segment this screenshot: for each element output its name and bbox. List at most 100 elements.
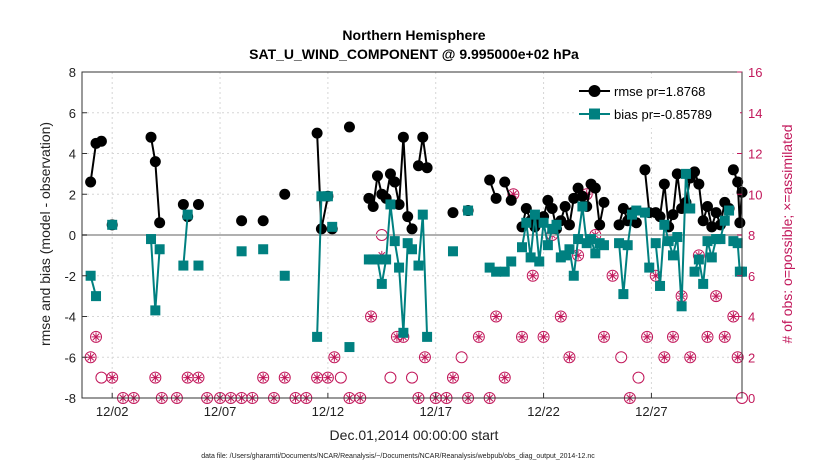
y-right-tick-label: 12: [748, 147, 762, 162]
rmse-point: [732, 176, 744, 188]
y-tick-label: 0: [69, 228, 76, 243]
y-tick-label: 4: [69, 147, 76, 162]
x-tick-label: 12/17: [419, 404, 452, 419]
y-right-tick-label: 16: [748, 65, 762, 80]
rmse-point: [412, 160, 424, 172]
rmse-point: [154, 217, 166, 229]
bias-point: [672, 232, 683, 243]
obs-possible-marker: [498, 371, 511, 384]
ticks: 12/02 12/07 12/12 12/17 12/22 12/27 -8 -6 -4 -2 0 2…: [64, 65, 762, 419]
rmse-point: [499, 176, 511, 188]
bias-point: [463, 205, 474, 216]
bias-point: [614, 238, 625, 249]
obs-possible-marker: [192, 371, 205, 384]
bias-point: [107, 219, 118, 230]
bias-point: [702, 236, 713, 247]
obs-assimilated-marker: [366, 312, 376, 321]
obs-possible-marker: [641, 330, 654, 343]
obs-assimilated-marker: [651, 271, 661, 281]
bias-point: [644, 262, 655, 273]
rmse-point: [315, 223, 327, 235]
bias-series-line: [643, 212, 651, 268]
obs-assimilated-marker: [642, 332, 652, 342]
obs-assimilated-marker: [183, 373, 193, 383]
y-right-tick-label: 10: [748, 187, 762, 202]
obs-possible-marker: [278, 371, 291, 384]
rmse-point: [697, 215, 709, 227]
rmse-point: [630, 217, 642, 229]
bias-point: [279, 270, 290, 281]
bias-point: [193, 260, 204, 271]
x-tick-label: 12/22: [527, 404, 560, 419]
bias-point: [538, 217, 549, 228]
bias-point: [564, 244, 575, 255]
y-axis-label: rmse and bias (model - observation): [37, 122, 53, 346]
x-tick-label: 12/02: [96, 404, 129, 419]
x-tick-label: 12/12: [312, 404, 345, 419]
bias-point: [685, 203, 696, 214]
bias-point: [706, 252, 717, 263]
rmse-point: [639, 164, 651, 176]
legend-box: [574, 78, 740, 128]
obs-assimilated-marker: [599, 332, 609, 342]
obs-possible-marker: [321, 371, 334, 384]
bias-point: [447, 246, 458, 257]
obs-assimilated-marker: [491, 312, 501, 321]
y-right-tick-label: 6: [748, 269, 755, 284]
bias-point: [693, 254, 704, 265]
obs-possible-marker: [516, 330, 528, 343]
obs-possible-marker: [472, 330, 485, 343]
rmse-point: [177, 198, 189, 210]
y-right-tick-label: 14: [748, 106, 762, 121]
obs-possible-marker: [526, 269, 539, 282]
obs-assimilated-marker: [556, 312, 566, 321]
rmse-point: [389, 176, 401, 188]
chart-subtitle: SAT_U_WIND_COMPONENT @ 9.995000e+02 hPa: [249, 46, 579, 62]
bias-point: [521, 217, 532, 228]
rmse-point: [734, 217, 746, 229]
bias-point: [312, 331, 323, 342]
bias-point: [631, 205, 642, 216]
y-right-tick-label: 8: [748, 228, 755, 243]
rmse-point: [689, 166, 701, 178]
obs-assimilated-marker: [573, 250, 583, 260]
bias-point: [542, 240, 553, 251]
obs-assimilated-marker: [508, 189, 518, 199]
bias-point: [146, 234, 157, 245]
bias-point: [639, 207, 650, 218]
obs-possible-marker: [446, 371, 459, 384]
bias-point: [719, 215, 730, 226]
bias-point: [680, 168, 691, 179]
bias-point: [499, 266, 510, 277]
obs-assimilated-marker: [608, 271, 618, 281]
bias-point: [85, 270, 96, 281]
obs-assimilated-marker: [728, 312, 738, 321]
rmse-point: [371, 170, 383, 182]
bias-point: [91, 291, 102, 302]
footnote: data file: /Users/gharamti/Documents/NCA…: [201, 453, 595, 460]
bias-point: [529, 209, 540, 220]
rmse-point: [542, 194, 554, 206]
obs-possible-marker: [684, 351, 697, 364]
obs-assimilated-marker: [280, 373, 290, 383]
rmse-point: [706, 221, 718, 233]
obs-possible-marker: [418, 351, 431, 364]
rmse-point: [658, 178, 670, 190]
obs-assimilated-marker: [258, 373, 268, 383]
obs-assimilated-marker: [711, 291, 721, 301]
obs-assimilated-marker: [668, 332, 678, 342]
bias-point: [344, 342, 355, 353]
bias-point: [667, 250, 678, 261]
bias-point: [663, 236, 674, 247]
bias-point: [398, 327, 409, 338]
y-tick-label: -2: [64, 269, 76, 284]
bias-point: [491, 266, 502, 277]
obs-possible-marker: [537, 330, 550, 343]
bias-point: [385, 199, 396, 210]
y-right-tick-label: 4: [748, 310, 755, 325]
bias-point: [422, 331, 433, 342]
obs-possible-marker: [597, 330, 610, 343]
bias-point: [590, 248, 601, 259]
series-layer: [85, 121, 748, 353]
